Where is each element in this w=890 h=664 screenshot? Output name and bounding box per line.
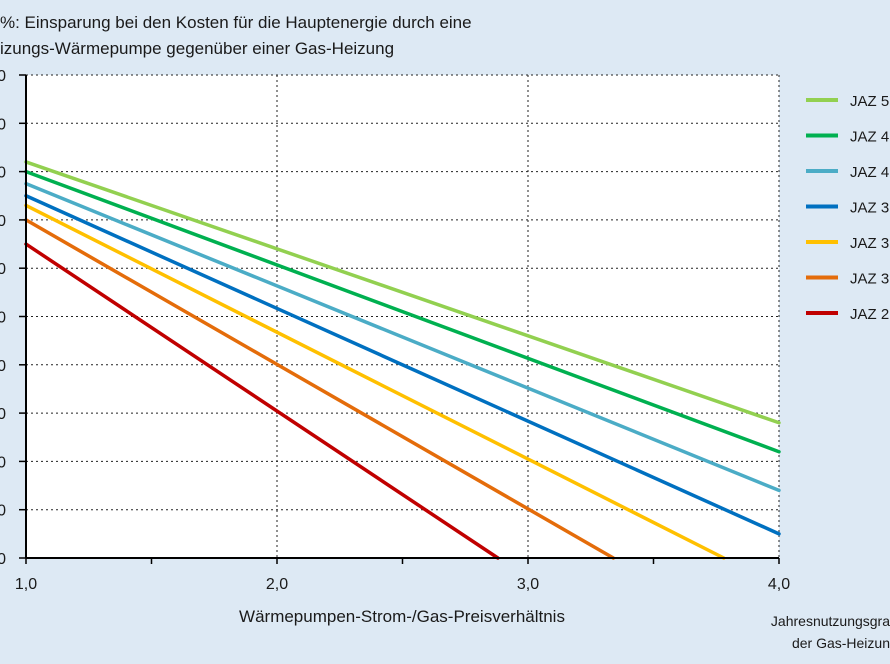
x-tick-label-1: 2,0 [266, 576, 288, 593]
legend-label-0: JAZ 5 [850, 93, 889, 110]
y-tick-label-7: 0 [0, 213, 6, 230]
note-line-2: der Gas-Heizun [792, 635, 890, 651]
x-tick-label-0: 1,0 [15, 576, 37, 593]
y-tick-label-4: 0 [0, 358, 6, 375]
y-tick-label-2: 0 [0, 454, 6, 471]
y-tick-label-5: 0 [0, 310, 6, 327]
x-axis-title: Wärmepumpen-Strom-/Gas-Preisverhältnis [239, 607, 565, 626]
series-line-2 [24, 181, 781, 493]
chart-title-line-2: izungs-Wärmepumpe gegenüber einer Gas-He… [0, 39, 394, 58]
y-tick-label-9: 0 [0, 116, 6, 133]
y-tick-label-10: 0 [0, 68, 6, 85]
y-tick-label-0: 0 [0, 551, 6, 568]
legend: JAZ 5 JAZ 4 JAZ 4 JAZ 3 JAZ 3 JAZ 3 JAZ 2 [806, 93, 889, 323]
y-tick-label-3: 0 [0, 406, 6, 423]
series-line-4 [24, 203, 726, 560]
note-line-1: Jahresnutzungsgra [771, 613, 890, 629]
series-line-6 [24, 242, 500, 560]
y-tick-label-8: 0 [0, 165, 6, 182]
axes [19, 74, 780, 564]
legend-label-6: JAZ 2 [850, 306, 889, 323]
series-lines [24, 160, 781, 560]
x-tick-label-3: 4,0 [768, 576, 790, 593]
series-line-3 [24, 194, 781, 536]
series-line-1 [24, 169, 781, 454]
y-tick-label-1: 0 [0, 503, 6, 520]
series-line-5 [24, 218, 616, 560]
series-line-0 [24, 160, 781, 425]
chart-title-line-1: %: Einsparung bei den Kosten für die Hau… [0, 13, 472, 32]
legend-label-4: JAZ 3 [850, 235, 889, 252]
tick-labels: 1,0 2,0 3,0 4,0 0 0 0 0 0 0 0 0 0 0 0 [0, 68, 790, 593]
legend-label-2: JAZ 4 [850, 164, 889, 181]
legend-label-5: JAZ 3 [850, 271, 889, 288]
y-tick-label-6: 0 [0, 261, 6, 278]
legend-label-3: JAZ 3 [850, 200, 889, 217]
x-tick-label-2: 3,0 [517, 576, 539, 593]
legend-label-1: JAZ 4 [850, 129, 889, 146]
